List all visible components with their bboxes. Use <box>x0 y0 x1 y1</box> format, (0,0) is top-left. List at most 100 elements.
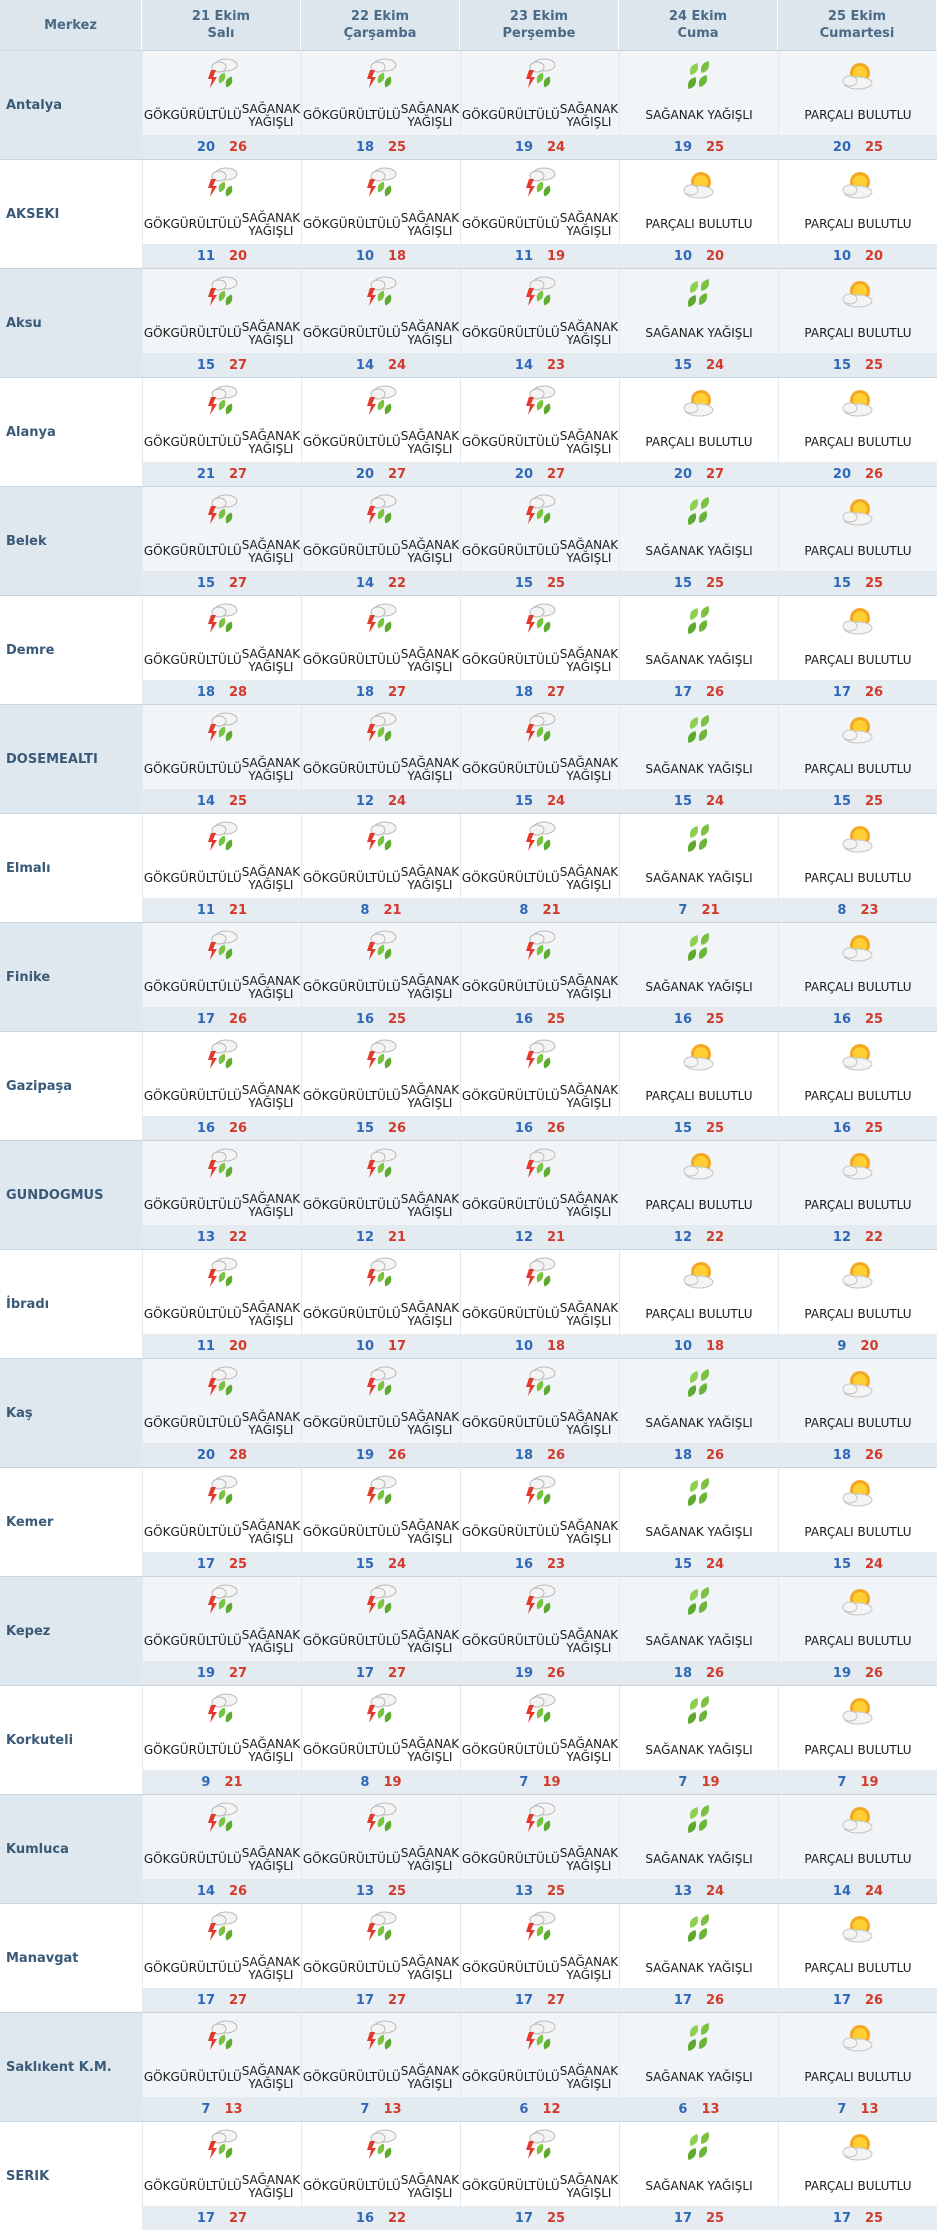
condition-line: SAĞANAK YAĞIŞLI <box>559 2063 619 2091</box>
city-name[interactable]: Kemer <box>6 1514 54 1530</box>
condition-line: SAĞANAK YAĞIŞLI <box>241 646 301 674</box>
condition-line: SAĞANAK YAĞIŞLI <box>559 319 619 347</box>
condition-text: PARÇALI BULUTLU <box>800 1949 915 1988</box>
city-name[interactable]: İbradı <box>6 1296 50 1312</box>
forecast-cell: SAĞANAK YAĞIŞLI 15 25 <box>619 487 778 595</box>
condition-line: GÖKGÜRÜLTÜLÜ <box>302 108 401 122</box>
temperature-bar: 16 25 <box>461 1007 619 1031</box>
condition-line: SAĞANAK YAĞIŞLI <box>400 2063 460 2091</box>
temperature-bar: 13 25 <box>302 1879 460 1903</box>
max-temp: 26 <box>547 1665 566 1681</box>
city-name[interactable]: AKSEKI <box>6 206 60 222</box>
table-row: Demre GÖKGÜRÜLTÜLÜ SAĞANAK YAĞIŞLI 18 28 GÖ… <box>0 595 937 704</box>
min-temp: 10 <box>673 1338 692 1354</box>
condition-line: GÖKGÜRÜLTÜLÜ <box>143 2070 242 2084</box>
city-name[interactable]: Antalya <box>0 51 142 159</box>
table-row: Belek GÖKGÜRÜLTÜLÜ SAĞANAK YAĞIŞLI 15 27 GÖ… <box>0 486 937 595</box>
city-name[interactable]: SERIK <box>6 2168 50 2184</box>
condition-line: SAĞANAK YAĞIŞLI <box>241 1191 301 1219</box>
condition-line: GÖKGÜRÜLTÜLÜ <box>461 1089 560 1103</box>
city-name[interactable]: Kumluca <box>0 1795 142 1903</box>
city-name[interactable]: GUNDOGMUS <box>0 1141 142 1249</box>
min-temp: 14 <box>514 357 533 373</box>
forecast-cell: SAĞANAK YAĞIŞLI 17 26 <box>619 596 778 704</box>
forecast-cell: PARÇALI BULUTLU 15 25 <box>778 269 937 377</box>
partly-cloudy-icon <box>838 928 878 968</box>
condition-line: GÖKGÜRÜLTÜLÜ <box>302 653 401 667</box>
city-name[interactable]: Kaş <box>0 1359 142 1467</box>
condition-text: PARÇALI BULUTLU <box>800 314 915 353</box>
shower-icon <box>679 2018 719 2058</box>
min-temp: 16 <box>832 1011 851 1027</box>
min-temp: 17 <box>514 1992 533 2008</box>
condition-text: SAĞANAK YAĞIŞLI <box>641 641 756 680</box>
temperature-bar: 17 26 <box>620 680 778 704</box>
partly-cloudy-icon <box>838 274 878 314</box>
temperature-bar: 18 26 <box>620 1661 778 1685</box>
shower-icon <box>679 1582 719 1622</box>
min-temp: 18 <box>832 1447 851 1463</box>
max-temp: 21 <box>383 902 402 918</box>
condition-text: GÖKGÜRÜLTÜLÜ SAĞANAK YAĞIŞLI <box>299 750 463 789</box>
temperature-bar: 8 21 <box>461 898 619 922</box>
forecast-cell: PARÇALI BULUTLU 20 26 <box>778 378 937 486</box>
condition-text: PARÇALI BULUTLU <box>800 1295 915 1334</box>
city-name[interactable]: Elmalı <box>6 860 51 876</box>
forecast-cell: GÖKGÜRÜLTÜLÜ SAĞANAK YAĞIŞLI 14 23 <box>460 269 619 377</box>
condition-line: PARÇALI BULUTLU <box>804 980 912 994</box>
city-name[interactable]: Saklıkent K.M. <box>0 2013 142 2121</box>
city-name[interactable]: Demre <box>6 642 55 658</box>
city-name[interactable]: Alanya <box>6 424 56 440</box>
city-name[interactable]: Kepez <box>0 1577 142 1685</box>
max-temp: 13 <box>860 2101 879 2117</box>
condition-text: GÖKGÜRÜLTÜLÜ SAĞANAK YAĞIŞLI <box>140 1840 304 1879</box>
forecast-cell: GÖKGÜRÜLTÜLÜ SAĞANAK YAĞIŞLI 7 13 <box>301 2013 460 2121</box>
condition-line: GÖKGÜRÜLTÜLÜ <box>143 871 242 885</box>
condition-line: SAĞANAK YAĞIŞLI <box>241 1409 301 1437</box>
thunder-rain-icon <box>361 165 401 205</box>
condition-text: PARÇALI BULUTLU <box>641 1077 756 1116</box>
temperature-bar: 6 13 <box>620 2097 778 2121</box>
min-temp: 10 <box>673 248 692 264</box>
condition-text: GÖKGÜRÜLTÜLÜ SAĞANAK YAĞIŞLI <box>458 968 622 1007</box>
city-name[interactable]: Finike <box>0 923 142 1031</box>
forecast-cell: GÖKGÜRÜLTÜLÜ SAĞANAK YAĞIŞLI 7 13 <box>142 2013 301 2121</box>
forecast-cell: PARÇALI BULUTLU 16 25 <box>778 1032 937 1140</box>
city-name[interactable]: Manavgat <box>6 1950 79 1966</box>
max-temp: 22 <box>229 1229 248 1245</box>
condition-line: PARÇALI BULUTLU <box>804 871 912 885</box>
condition-line: SAĞANAK YAĞIŞLI <box>645 1961 753 1975</box>
condition-text: GÖKGÜRÜLTÜLÜ SAĞANAK YAĞIŞLI <box>140 205 304 244</box>
partly-cloudy-icon <box>838 819 878 859</box>
max-temp: 26 <box>229 1011 248 1027</box>
max-temp: 12 <box>542 2101 561 2117</box>
city-name[interactable]: DOSEMEALTI <box>0 705 142 813</box>
condition-line: GÖKGÜRÜLTÜLÜ <box>302 326 401 340</box>
thunder-rain-icon <box>361 1691 401 1731</box>
temperature-bar: 20 25 <box>779 135 937 159</box>
min-temp: 12 <box>355 793 374 809</box>
city-name[interactable]: Belek <box>0 487 142 595</box>
city-name[interactable]: Aksu <box>0 269 142 377</box>
header-day-2: 22 Ekim Çarşamba <box>301 0 460 50</box>
min-temp: 16 <box>514 1120 533 1136</box>
condition-line: SAĞANAK YAĞIŞLI <box>400 755 460 783</box>
condition-line: PARÇALI BULUTLU <box>804 2070 912 2084</box>
thunder-rain-icon <box>520 383 560 423</box>
min-temp: 13 <box>355 1883 374 1899</box>
condition-text: GÖKGÜRÜLTÜLÜ SAĞANAK YAĞIŞLI <box>299 2167 463 2206</box>
city-name[interactable]: Korkuteli <box>6 1732 74 1748</box>
temperature-bar: 20 27 <box>620 462 778 486</box>
max-temp: 21 <box>229 902 248 918</box>
condition-text: GÖKGÜRÜLTÜLÜ SAĞANAK YAĞIŞLI <box>140 96 304 135</box>
temperature-bar: 14 22 <box>302 571 460 595</box>
condition-text: SAĞANAK YAĞIŞLI <box>641 1949 756 1988</box>
max-temp: 24 <box>706 1556 725 1572</box>
max-temp: 20 <box>229 248 248 264</box>
condition-line: SAĞANAK YAĞIŞLI <box>559 1627 619 1655</box>
temperature-bar: 14 23 <box>461 353 619 377</box>
condition-text: GÖKGÜRÜLTÜLÜ SAĞANAK YAĞIŞLI <box>140 314 304 353</box>
condition-text: GÖKGÜRÜLTÜLÜ SAĞANAK YAĞIŞLI <box>140 641 304 680</box>
condition-text: GÖKGÜRÜLTÜLÜ SAĞANAK YAĞIŞLI <box>458 2167 622 2206</box>
city-name[interactable]: Gazipaşa <box>6 1078 73 1094</box>
